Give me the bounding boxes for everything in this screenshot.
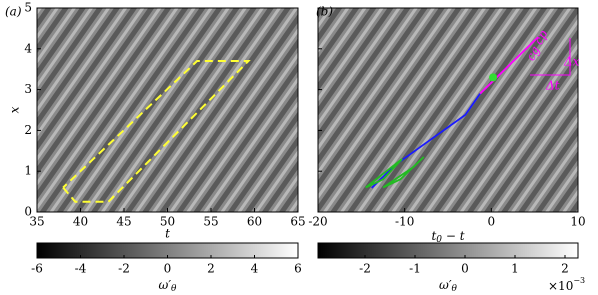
colorbar-tick-label: 4 [251,262,259,276]
x-axis-label: t0 − t [431,229,464,245]
multiplier-exponent: −3 [573,276,585,285]
axes-frame [317,7,579,213]
slope-triangle [530,38,571,76]
x-tick-label: 65 [290,215,305,229]
x-tick-label: 0 [488,215,496,229]
x-axis-label-sub: 0 [436,235,442,245]
x-tick-label: 60 [247,215,262,229]
overlay-curve [371,93,481,189]
x-tick-label: 55 [203,215,218,229]
annotation: Δt [545,79,560,93]
annotation: Δx [563,55,580,69]
x-tick-label: 35 [29,215,44,229]
y-tick-label: 2 [24,123,32,137]
overlay-curve [479,36,539,95]
colorbar-label-sub: θ [452,284,458,294]
field [37,8,298,212]
colorbar-label: ω′θ [439,278,458,294]
x-tick-label: 50 [160,215,175,229]
colorbar-tick-label: -1 [409,262,421,276]
overlay-curve [62,60,251,203]
multiplier-base: ×10 [548,279,573,293]
colorbar-tick-label: -2 [359,262,371,276]
colorbar-tick-label: 0 [461,262,469,276]
colorbar-label-sub: θ [171,284,177,294]
colorbar-tick-label: 6 [294,262,302,276]
panel-label: (b) [316,5,333,19]
x-tick-label: -20 [308,215,327,229]
colorbar [317,242,579,259]
colorbar-tick-label: 2 [207,262,215,276]
colorbar-tick-label: -2 [118,262,130,276]
y-tick-label: 0 [24,205,32,219]
marker-point [489,73,498,82]
colorbar-label: ω′θ [159,278,178,294]
x-tick-label: 45 [116,215,131,229]
annotation: cg [523,43,542,63]
y-tick-label: 1 [24,164,32,178]
colorbar-label-symbol: ω′ [159,278,172,292]
y-axis-label: x [8,106,22,113]
x-tick-label: 10 [570,215,585,229]
overlay-curve [382,156,425,189]
x-tick-label: -10 [395,215,414,229]
colorbar-label-symbol: ω′ [439,278,452,292]
colorbar-tick-label: 0 [164,262,172,276]
field [318,8,578,212]
colorbar-tick-label: 1 [511,262,519,276]
colorbar-tick-label: -4 [75,262,87,276]
y-tick-label: 4 [24,41,32,55]
colorbar-multiplier: ×10−3 [548,276,585,293]
panel-label: (a) [5,5,22,19]
overlay-curve [365,158,403,189]
x-axis-label-rest: − t [442,229,465,243]
colorbar-tick-label: -6 [31,262,43,276]
colorbar-tick-label: 2 [561,262,569,276]
annotation: cp [531,27,550,47]
x-axis-label-main: t [431,229,436,243]
y-tick-label: 5 [24,1,32,15]
x-tick-label: 40 [73,215,88,229]
y-tick-label: 3 [24,82,32,96]
x-axis-label: t [165,227,170,241]
